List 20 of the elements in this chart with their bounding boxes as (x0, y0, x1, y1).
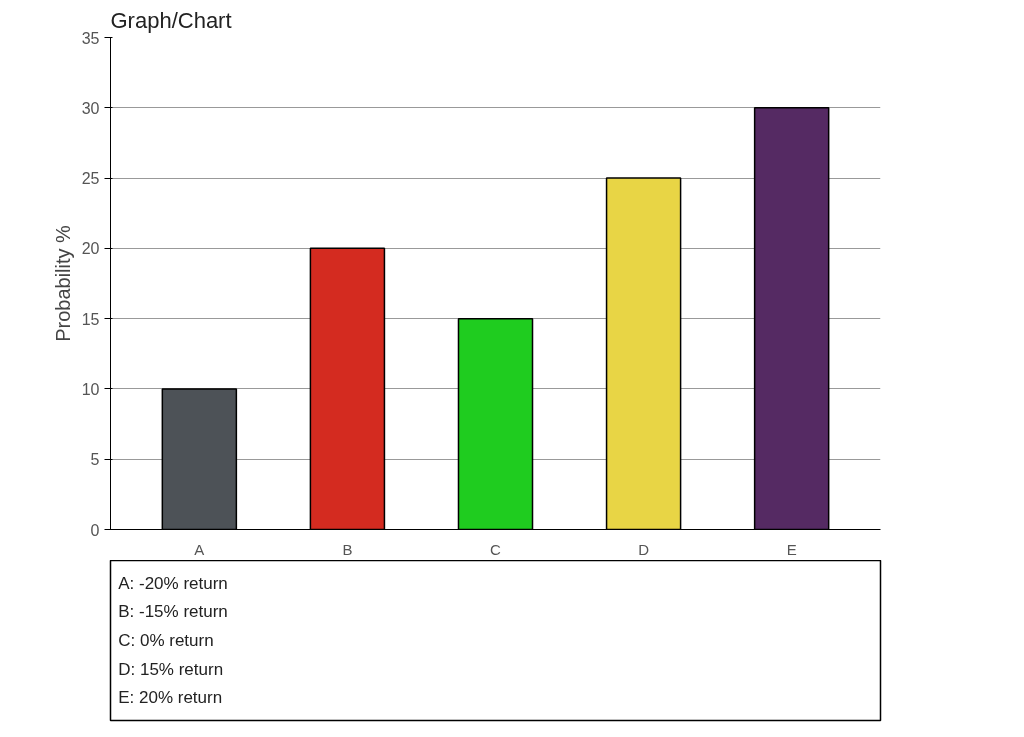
y-tick-label: 30 (81, 99, 100, 117)
y-tick-label: 15 (81, 310, 100, 328)
y-tick-label: 10 (81, 380, 100, 398)
y-axis-title: Probability % (51, 224, 74, 342)
text: B: -15% return (118, 602, 228, 622)
x-tick-label: E (786, 540, 797, 558)
text: D: 15% return (118, 659, 224, 679)
chart-title: Graph/Chart (110, 7, 232, 33)
y-tick-label: 20 (81, 240, 100, 258)
x-tick-label: A (194, 540, 205, 558)
text: C: 0% return (118, 631, 214, 650)
x-tick-label: C (490, 540, 502, 558)
y-tick-label: 0 (90, 521, 100, 539)
y-tick-label: 25 (81, 170, 100, 188)
y-tick-label: 35 (81, 29, 100, 47)
text: A: -20% return (118, 573, 228, 593)
y-tick-label: 5 (90, 451, 100, 469)
text: E: 20% return (118, 688, 223, 708)
x-tick-label: D (638, 540, 650, 558)
x-tick-label: B (342, 540, 353, 558)
